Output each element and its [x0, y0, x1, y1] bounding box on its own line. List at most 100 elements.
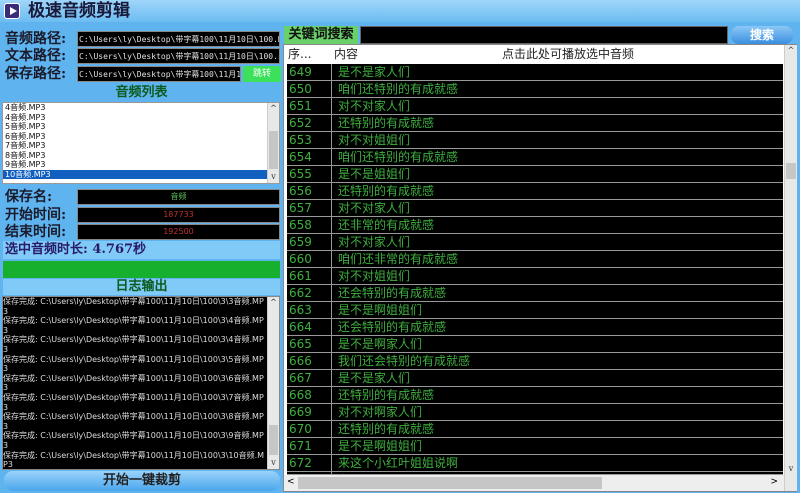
save-name-input[interactable]: 音频: [77, 189, 280, 205]
row-content: 对不对啊家人们: [331, 404, 422, 420]
save-path-input[interactable]: C:\Users\ly\Desktop\带字幕100\11月10日\100\3: [77, 66, 241, 82]
log-line: 保存完成: C:\Users\ly\Desktop\带字幕100\11月10日\…: [3, 450, 265, 470]
table-row[interactable]: 661 对不对姐姐们: [287, 268, 783, 285]
row-index: 668: [289, 388, 312, 402]
table-row[interactable]: 672 来这个小红叶姐姐说啊: [287, 455, 783, 472]
scroll-up-icon[interactable]: ^: [270, 104, 277, 113]
text-path-input[interactable]: C:\Users\ly\Desktop\带字幕100\11月10日\100.sr…: [77, 48, 280, 64]
table-row[interactable]: 668 还特别的有成就感: [287, 387, 783, 404]
scroll-right-icon[interactable]: >: [770, 477, 778, 487]
table-row[interactable]: 667 是不是家人们: [287, 370, 783, 387]
keyword-search-input[interactable]: [360, 26, 728, 44]
log-line: 保存完成: C:\Users\ly\Desktop\带字幕100\11月10日\…: [3, 392, 264, 412]
table-row[interactable]: 652 还特别的有成就感: [287, 115, 783, 132]
scroll-up-icon[interactable]: ^: [270, 298, 277, 307]
row-content: 对不对家人们: [331, 98, 410, 114]
table-header[interactable]: 序... 内容 点击此处可播放选中音频: [284, 45, 784, 63]
table-row[interactable]: 650 咱们还特别的有成就感: [287, 81, 783, 98]
subtitle-table[interactable]: 序... 内容 点击此处可播放选中音频 649 是不是家人们 650 咱们还特别的有成…: [283, 44, 797, 492]
row-content: 对不对姐姐们: [331, 132, 410, 148]
row-index: 653: [289, 133, 312, 147]
audio-path-input[interactable]: C:\Users\ly\Desktop\带字幕100\11月10日\100.MP…: [77, 31, 280, 47]
row-index: 664: [289, 320, 312, 334]
scrollbar-thumb[interactable]: [786, 163, 796, 179]
table-row[interactable]: 653 对不对姐姐们: [287, 132, 783, 149]
row-index: 659: [289, 235, 312, 249]
jump-button[interactable]: 跳转: [243, 66, 281, 82]
log-title: 日志输出: [3, 279, 280, 295]
table-row[interactable]: 649 是不是家人们: [287, 64, 783, 81]
row-index: 660: [289, 252, 312, 266]
audio-list-item[interactable]: 9音频.MP3: [5, 160, 46, 169]
row-content: 还特别的有成就感: [331, 421, 434, 437]
table-row[interactable]: 665 是不是啊家人们: [287, 336, 783, 353]
row-content: 还会特别的有成就感: [331, 285, 446, 301]
audio-list-item[interactable]: 5音频.MP3: [5, 122, 46, 131]
scroll-down-icon[interactable]: v: [788, 464, 794, 473]
app-title: 极速音频剪辑: [28, 1, 130, 21]
audio-list[interactable]: 4音频.MP3 4音频.MP3 5音频.MP3 6音频.MP3 7音频.MP3 8音频.M…: [2, 102, 280, 184]
row-index: 663: [289, 303, 312, 317]
row-index: 673: [289, 472, 327, 474]
audio-list-item[interactable]: 8音频.MP3: [5, 150, 46, 160]
table-row[interactable]: 658 还非常的有成就感: [287, 217, 783, 234]
hscroll-thumb[interactable]: [298, 477, 602, 489]
row-index: 667: [289, 371, 312, 385]
table-row[interactable]: 659 对不对家人们: [287, 234, 783, 251]
scrollbar-thumb[interactable]: [269, 425, 278, 455]
table-row[interactable]: 654 咱们还特别的有成就感: [287, 149, 783, 166]
start-time-input[interactable]: 187733: [77, 207, 280, 223]
row-content: 还特别的有成就感: [331, 183, 434, 199]
row-index: 651: [289, 99, 312, 113]
table-row[interactable]: 657 对不对家人们: [287, 200, 783, 217]
selected-duration: 选中音频时长: 4.767秒: [3, 241, 280, 259]
row-content: 还特别的有成就感: [331, 387, 434, 403]
search-button[interactable]: 搜索: [731, 26, 793, 44]
table-row[interactable]: 656 还特别的有成就感: [287, 183, 783, 200]
log-line: 保存完成: C:\Users\ly\Desktop\带字幕100\11月10日\…: [3, 412, 264, 431]
table-row[interactable]: 670 还特别的有成就感: [287, 421, 783, 438]
table-row[interactable]: 664 还会特别的有成就感: [287, 319, 783, 336]
audio-list-item[interactable]: 10音频.MP3: [3, 169, 269, 179]
scroll-left-icon[interactable]: <: [287, 477, 295, 487]
table-hscroll[interactable]: < >: [284, 475, 784, 491]
audio-list-item[interactable]: 4音频.MP3: [5, 103, 46, 112]
table-row[interactable]: 662 还会特别的有成就感: [287, 285, 783, 302]
table-row[interactable]: 663 是不是啊姐姐们: [287, 302, 783, 319]
start-clip-button[interactable]: 开始一键裁剪: [4, 471, 280, 491]
scroll-up-icon[interactable]: ^: [787, 46, 795, 55]
row-content: 对不对家人们: [331, 200, 410, 216]
audio-list-item[interactable]: 6音频.MP3: [5, 131, 46, 141]
end-time-input[interactable]: 192500: [77, 224, 280, 240]
table-row[interactable]: 655 是不是姐姐们: [287, 166, 783, 183]
scroll-down-icon[interactable]: v: [271, 172, 276, 181]
audio-list-item[interactable]: 4音频.MP3: [5, 112, 46, 122]
row-content: 还特别的有成就感: [331, 115, 434, 131]
log-scrollbar[interactable]: ^ v: [267, 297, 279, 469]
row-index: 655: [289, 167, 312, 181]
table-row[interactable]: 671 是不是啊姐姐们: [287, 438, 783, 455]
table-row[interactable]: 666 我们还会特别的有成就感: [287, 353, 783, 370]
column-header-index[interactable]: 序...: [288, 47, 312, 61]
log-line: 保存完成: C:\Users\ly\Desktop\带字幕100\11月10日\…: [3, 335, 264, 354]
audio-list-item[interactable]: 7音频.MP3: [5, 141, 46, 150]
log-output[interactable]: 保存完成: C:\Users\ly\Desktop\带字幕100\11月10日\…: [2, 296, 280, 470]
audio-list-scrollbar[interactable]: ^ v: [267, 103, 279, 183]
row-content: 是不是啊姐姐们: [331, 302, 422, 318]
table-row[interactable]: 669 对不对啊家人们: [287, 404, 783, 421]
row-index: 669: [289, 405, 312, 419]
scrollbar-thumb[interactable]: [269, 131, 278, 169]
row-content: 是不是家人们: [331, 370, 410, 386]
row-content: 是不是啊姐姐们: [331, 438, 422, 454]
table-vscroll[interactable]: ^ v: [784, 45, 797, 491]
table-row[interactable]: 660 咱们还非常的有成就感: [287, 251, 783, 268]
table-row[interactable]: 651 对不对家人们: [287, 98, 783, 115]
keyword-search-label: 关键词搜索: [284, 26, 358, 44]
row-index: 656: [289, 184, 312, 198]
table-row[interactable]: 673 老师: [287, 472, 783, 475]
scroll-down-icon[interactable]: v: [271, 458, 276, 467]
column-header-content[interactable]: 内容: [334, 47, 359, 61]
save-path-label: 保存路径:: [5, 66, 67, 82]
play-selected-hint[interactable]: 点击此处可播放选中音频: [502, 47, 635, 61]
row-index: 649: [289, 65, 312, 79]
